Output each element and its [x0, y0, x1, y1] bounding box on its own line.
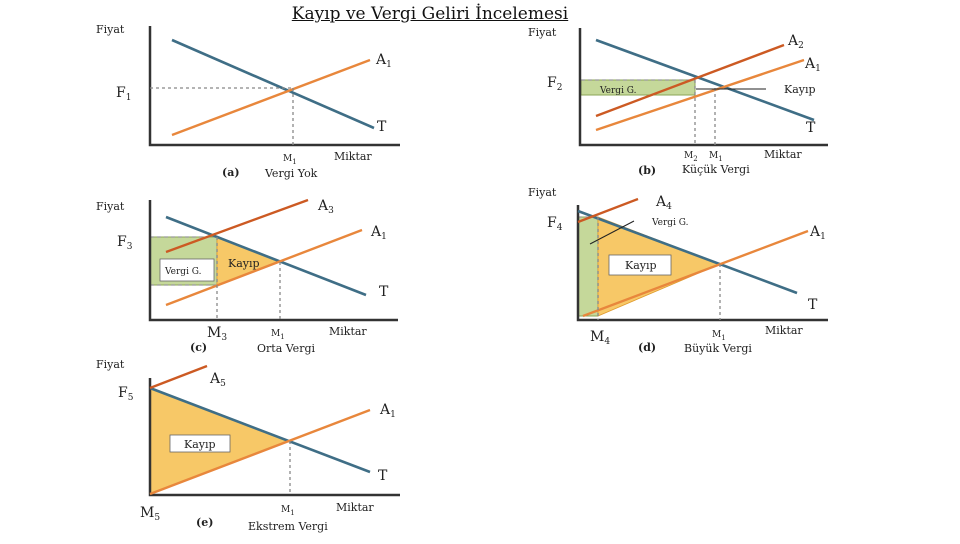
panel-a: Fiyat F1 A1 T M1 Miktar (a) Vergi Yok	[96, 23, 400, 180]
price-label: F4	[547, 215, 563, 233]
quantity-axis-label: Miktar	[764, 148, 802, 161]
axes	[148, 200, 398, 322]
supply-line	[149, 408, 371, 496]
supply-label: A1	[804, 56, 821, 74]
quantity-label: M1	[709, 151, 723, 163]
loss-label-box	[608, 254, 672, 276]
price-axis-label: Fiyat	[96, 200, 125, 213]
panel-letter: (e)	[196, 516, 213, 529]
price-label: F2	[547, 75, 562, 93]
demand-label: T	[808, 297, 818, 313]
panel-d: Fiyat Vergi G. Kayıp F4 A4 A1 T M4 M1 Mi…	[528, 186, 828, 355]
demand-label: T	[379, 284, 389, 300]
taxed-quantity-label: M4	[590, 329, 610, 347]
panel-e: Fiyat Kayıp F5 A5 A1 T M5 M1 Miktar (e) …	[96, 358, 400, 533]
supply-line	[165, 228, 363, 307]
supply-label: A1	[379, 402, 396, 420]
quantity-axis-label: Miktar	[334, 150, 372, 163]
panel-letter: (c)	[190, 341, 207, 354]
taxed-supply-line	[149, 364, 208, 390]
tax-revenue-pointer	[589, 220, 635, 245]
quantity-axis-label: Miktar	[329, 325, 367, 338]
panel-name: Küçük Vergi	[682, 163, 750, 176]
demand-line	[165, 215, 367, 297]
price-label: F1	[116, 85, 131, 103]
quantity-axis-label: Miktar	[765, 324, 803, 337]
quantity-label: M1	[271, 329, 285, 341]
loss-label-box	[169, 434, 231, 453]
supply-line	[171, 58, 371, 137]
loss-label: Kayıp	[625, 259, 657, 272]
supply-line	[595, 58, 805, 132]
taxed-supply-line	[577, 197, 639, 224]
price-axis-label: Fiyat	[96, 358, 125, 371]
quantity-label: M1	[281, 505, 295, 517]
price-label: F5	[118, 385, 134, 403]
panel-name: Vergi Yok	[264, 167, 318, 180]
loss-label: Kayıp	[228, 257, 260, 270]
supply-label: A1	[370, 224, 387, 242]
panel-name: Ekstrem Vergi	[248, 520, 328, 533]
demand-line	[171, 38, 375, 130]
taxed-supply-line	[595, 43, 785, 118]
demand-label: T	[377, 119, 387, 135]
panel-letter: (a)	[222, 166, 240, 179]
taxed-quantity-label: M5	[140, 505, 160, 523]
tax-revenue-label: Vergi G.	[651, 218, 689, 228]
panel-letter: (d)	[638, 341, 656, 354]
panel-c: Fiyat Vergi G. Kayıp F3 A3 A1 T M3 M1 Mi…	[96, 198, 398, 355]
supply-line	[582, 229, 809, 318]
loss-label: Kayıp	[184, 438, 216, 451]
demand-line	[149, 386, 371, 474]
supply-label: A1	[809, 224, 826, 242]
taxed-supply-label: A5	[209, 371, 226, 389]
tax-revenue-label: Vergi G.	[599, 86, 637, 96]
price-axis-label: Fiyat	[528, 186, 557, 199]
quantity-axis-label: Miktar	[336, 501, 374, 514]
quantity-label: M1	[283, 154, 297, 166]
panel-b: Fiyat F2 Vergi G. Kayıp A2 A1 T M2 M1 Mi…	[528, 26, 828, 177]
price-label: F3	[117, 234, 133, 252]
page-title: Kayıp ve Vergi Geliri İncelemesi	[291, 4, 569, 24]
quantity-label: M1	[712, 330, 726, 342]
panel-name: Orta Vergi	[257, 342, 315, 355]
taxed-quantity-label: M3	[207, 325, 227, 343]
axes	[576, 205, 828, 322]
axes	[148, 26, 400, 147]
loss-label: Kayıp	[784, 83, 816, 96]
panel-letter: (b)	[638, 164, 656, 177]
demand-label: T	[806, 120, 816, 136]
price-axis-label: Fiyat	[96, 23, 125, 36]
taxed-supply-label: A3	[317, 198, 334, 216]
panel-name: Büyük Vergi	[684, 342, 752, 355]
tax-revenue-label-box	[159, 258, 215, 282]
demand-line	[577, 209, 798, 295]
taxed-quantity-label: M2	[684, 151, 698, 163]
supply-label: A1	[375, 52, 392, 70]
tax-revenue-label: Vergi G.	[164, 267, 202, 277]
axes	[148, 378, 400, 497]
taxed-supply-label: A2	[787, 33, 804, 51]
demand-line	[595, 38, 815, 122]
tax-revenue-area	[580, 79, 696, 96]
price-axis-label: Fiyat	[528, 26, 557, 39]
taxed-supply-label: A4	[655, 194, 672, 212]
demand-label: T	[378, 468, 388, 484]
axes	[578, 28, 828, 147]
tax-revenue-area	[577, 216, 599, 317]
taxed-supply-line	[165, 198, 309, 254]
